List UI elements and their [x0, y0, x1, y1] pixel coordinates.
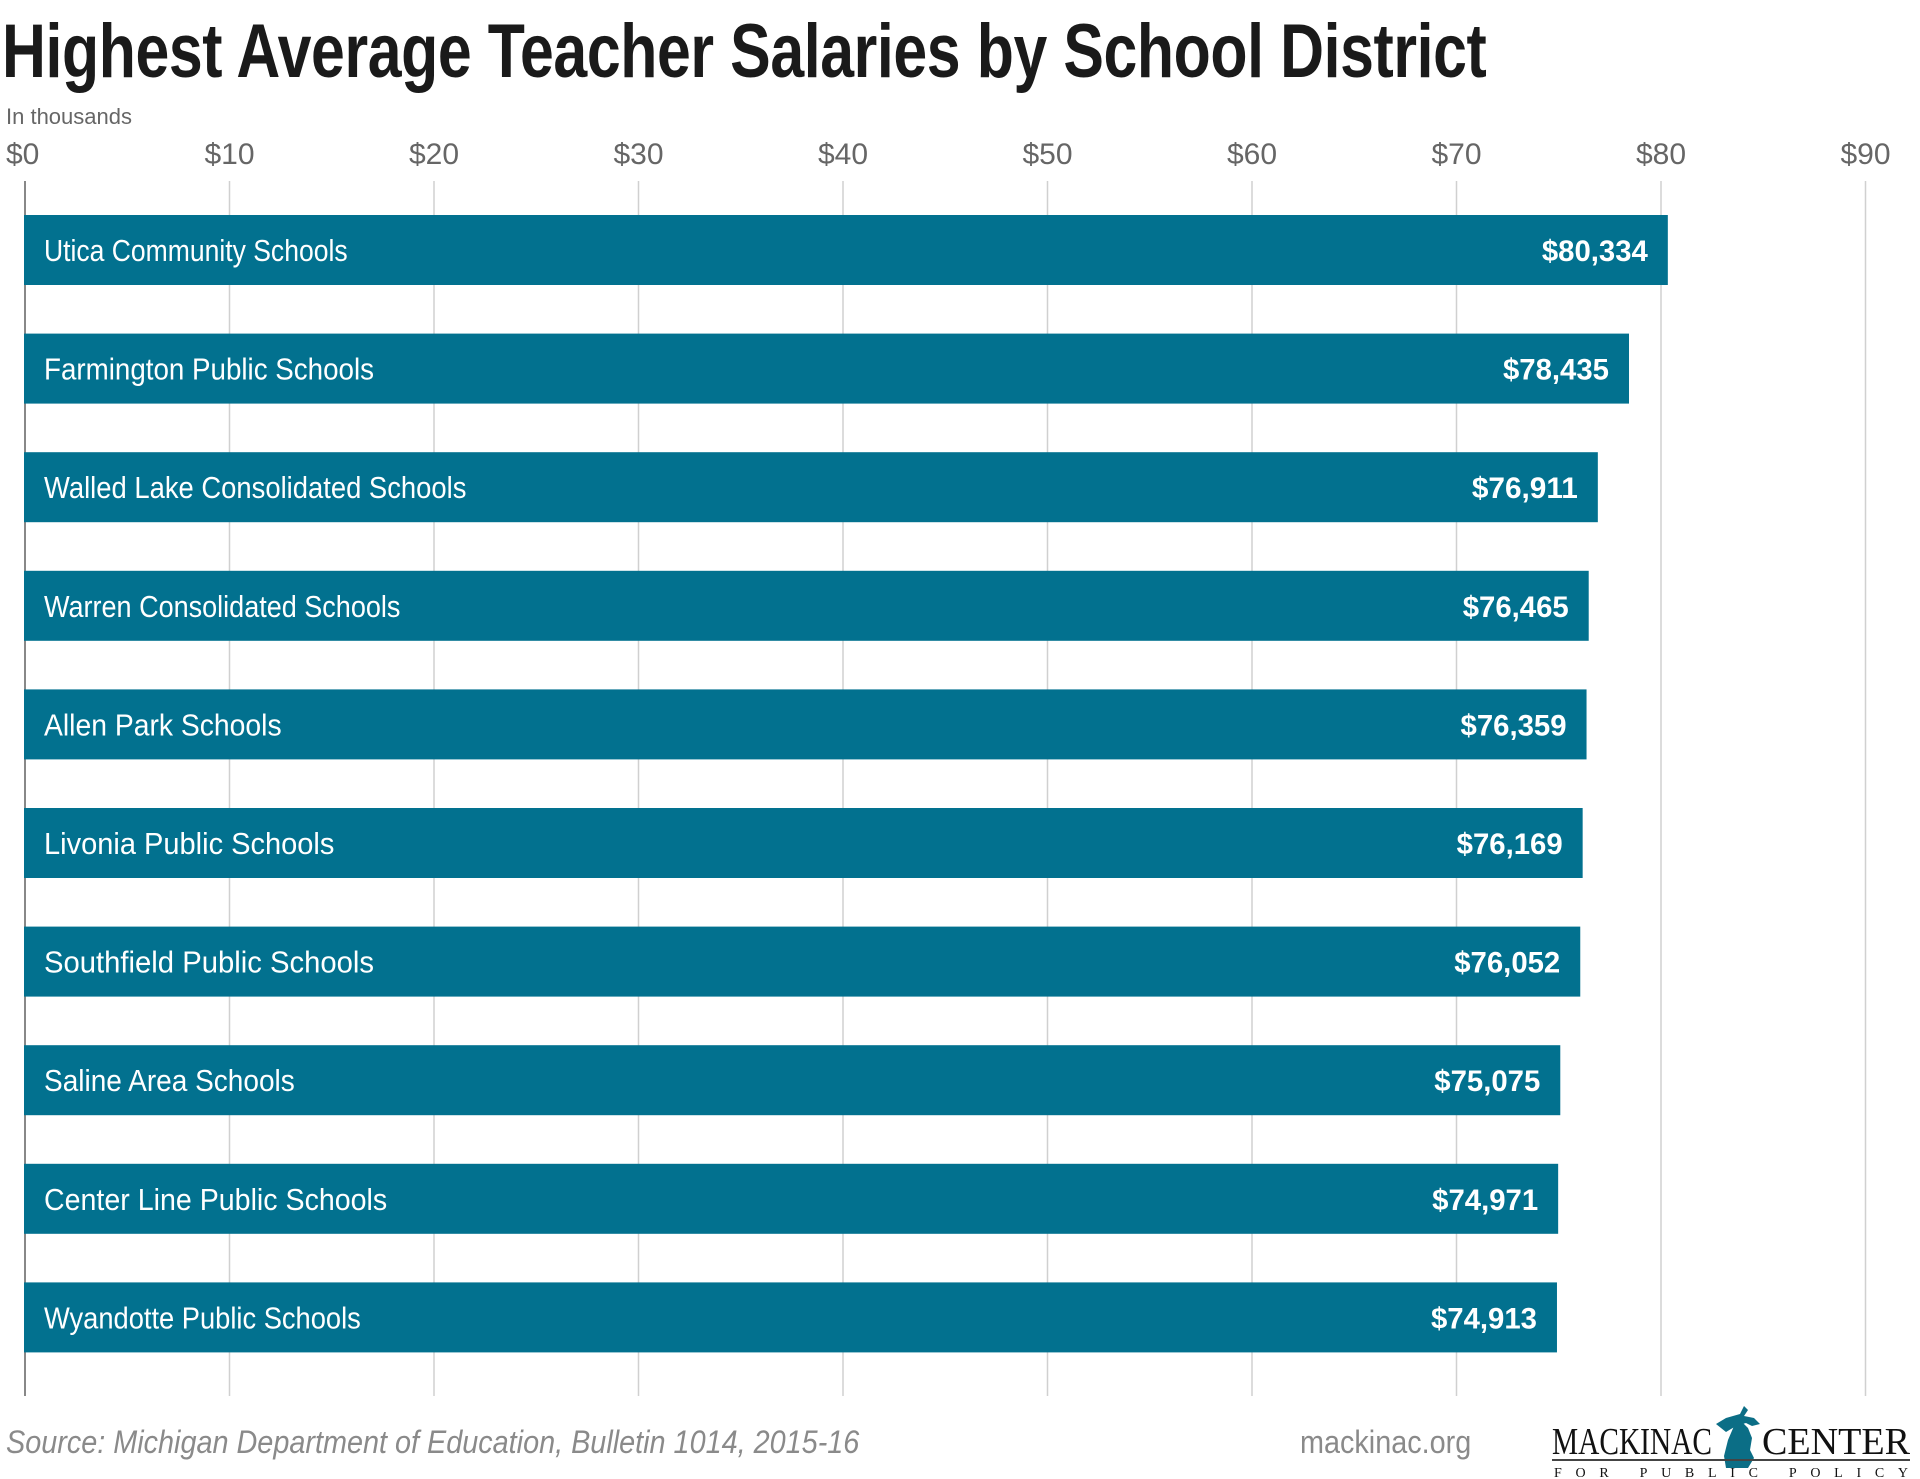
- bar: [24, 1163, 1559, 1234]
- bar-value-label: $74,971: [1432, 1184, 1538, 1217]
- logo-name-left: MACKINAC: [1552, 1421, 1712, 1463]
- bar-group: Center Line Public Schools $74,971: [24, 1163, 1559, 1234]
- bar-category-label: Saline Area Schools: [44, 1063, 295, 1098]
- bar: [24, 926, 1581, 997]
- bar-group: Saline Area Schools $75,075: [24, 1045, 1561, 1116]
- bar-category-label: Utica Community Schools: [44, 233, 348, 268]
- bar-value-label: $80,334: [1542, 235, 1648, 268]
- tick-label: $70: [1431, 138, 1481, 171]
- bar-group: Wyandotte Public Schools $74,913: [24, 1282, 1557, 1353]
- tick-label: $80: [1636, 138, 1686, 171]
- bar-value-label: $76,359: [1461, 709, 1567, 742]
- bar: [24, 570, 1589, 641]
- tick-label: $10: [204, 138, 254, 171]
- source-note: Source: Michigan Department of Education…: [6, 1424, 860, 1460]
- bar-category-label: Southfield Public Schools: [44, 945, 374, 980]
- units-label: In thousands: [6, 104, 132, 129]
- bar-category-label: Farmington Public Schools: [44, 352, 374, 387]
- bar: [24, 689, 1587, 760]
- bar-category-label: Allen Park Schools: [44, 707, 282, 742]
- bar-group: Utica Community Schools $80,334: [24, 215, 1668, 285]
- bars: Utica Community Schools $80,334 Farmington…: [24, 215, 1668, 1353]
- bar: [24, 215, 1668, 285]
- tick-label: $30: [613, 138, 663, 171]
- bar-value-label: $75,075: [1434, 1065, 1540, 1098]
- bar-group: Warren Consolidated Schools $76,465: [24, 570, 1589, 641]
- bar-value-label: $74,913: [1431, 1302, 1537, 1335]
- bar: [24, 333, 1629, 404]
- tick-label: $50: [1022, 138, 1072, 171]
- bar: [24, 808, 1583, 878]
- bar-group: Southfield Public Schools $76,052: [24, 926, 1581, 997]
- bar: [24, 1045, 1561, 1116]
- logo-name-right: CENTER: [1762, 1421, 1911, 1463]
- bar-category-label: Wyandotte Public Schools: [44, 1300, 361, 1335]
- bar-category-label: Center Line Public Schools: [44, 1182, 387, 1217]
- tick-label: $60: [1227, 138, 1277, 171]
- bar-value-label: $76,169: [1457, 828, 1563, 861]
- bar: [24, 1282, 1557, 1353]
- bar-group: Walled Lake Consolidated Schools $76,911: [24, 452, 1598, 523]
- mackinac-center-logo: MACKINAC CENTER FOR PUBLIC POLICY: [1552, 1406, 1911, 1479]
- tick-label: $40: [818, 138, 868, 171]
- bar-category-label: Livonia Public Schools: [44, 826, 334, 861]
- bar-value-label: $78,435: [1503, 354, 1609, 387]
- tick-label: $0: [6, 138, 39, 171]
- bar-group: Allen Park Schools $76,359: [24, 689, 1587, 760]
- bar-category-label: Warren Consolidated Schools: [44, 589, 400, 624]
- bar-value-label: $76,465: [1463, 591, 1569, 624]
- bar-group: Farmington Public Schools $78,435: [24, 333, 1629, 404]
- tick-labels: $0 $10 $20 $30 $40 $50 $60 $70 $80 $90: [6, 138, 1891, 171]
- bar: [24, 452, 1598, 523]
- bar-value-label: $76,911: [1472, 472, 1578, 505]
- tick-label: $20: [409, 138, 459, 171]
- bar-value-label: $76,052: [1454, 947, 1560, 980]
- chart-title: Highest Average Teacher Salaries by Scho…: [2, 9, 1487, 94]
- michigan-icon: [1716, 1406, 1760, 1468]
- site-link[interactable]: mackinac.org: [1300, 1424, 1472, 1460]
- logo-tagline: FOR PUBLIC POLICY: [1554, 1466, 1908, 1479]
- bar-category-label: Walled Lake Consolidated Schools: [44, 470, 466, 505]
- bar-group: Livonia Public Schools $76,169: [24, 808, 1583, 878]
- tick-label: $90: [1840, 138, 1890, 171]
